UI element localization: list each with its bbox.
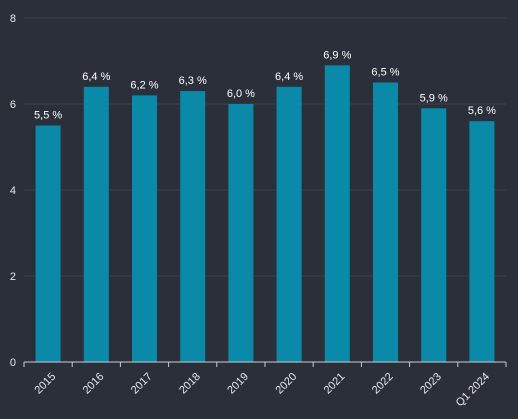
x-tick-label: Q1 2024 <box>454 371 492 409</box>
bar[interactable] <box>83 86 109 363</box>
y-tick-label: 8 <box>10 13 16 25</box>
bar[interactable] <box>180 91 206 362</box>
x-axis-ticks: 2015 2016 2017 2018 2019 2020 2021 2022 2023 Q1 2… <box>23 362 507 409</box>
data-label: 6,4 % <box>82 71 110 83</box>
bars <box>35 65 495 363</box>
data-label: 6,5 % <box>371 67 399 79</box>
x-tick-label: 2017 <box>129 371 155 397</box>
data-labels: 5,5 % 6,4 % 6,2 % 6,3 % 6,0 % 6,4 % 6,9 % 6,5 %… <box>34 49 496 121</box>
x-tick-label: 2019 <box>225 371 251 397</box>
x-tick-label: 2016 <box>81 371 107 397</box>
bar[interactable] <box>421 108 447 362</box>
bar[interactable] <box>469 121 495 362</box>
bar[interactable] <box>35 125 61 363</box>
data-label: 5,6 % <box>468 105 496 117</box>
x-tick-label: 2015 <box>33 371 59 397</box>
bar[interactable] <box>228 104 254 362</box>
y-tick-label: 6 <box>10 99 16 111</box>
y-tick-label: 4 <box>10 185 16 197</box>
x-tick-label: 2021 <box>322 371 348 397</box>
data-label: 5,5 % <box>34 110 62 122</box>
bar[interactable] <box>324 65 350 363</box>
data-label: 6,3 % <box>179 75 207 87</box>
data-label: 5,9 % <box>420 92 448 104</box>
data-label: 6,4 % <box>275 71 303 83</box>
y-axis-ticks: 0 2 4 6 8 <box>10 13 16 369</box>
x-tick-label: 2020 <box>274 371 300 397</box>
bar[interactable] <box>373 82 398 363</box>
x-tick-label: 2022 <box>370 371 396 397</box>
data-label: 6,2 % <box>130 79 158 91</box>
y-tick-label: 0 <box>10 357 16 369</box>
bar[interactable] <box>276 86 302 363</box>
x-tick-label: 2018 <box>177 371 203 397</box>
data-label: 6,9 % <box>323 49 351 61</box>
x-tick-label: 2023 <box>418 371 444 397</box>
data-label: 6,0 % <box>227 88 255 100</box>
bar[interactable] <box>132 95 157 363</box>
y-tick-label: 2 <box>10 271 16 283</box>
